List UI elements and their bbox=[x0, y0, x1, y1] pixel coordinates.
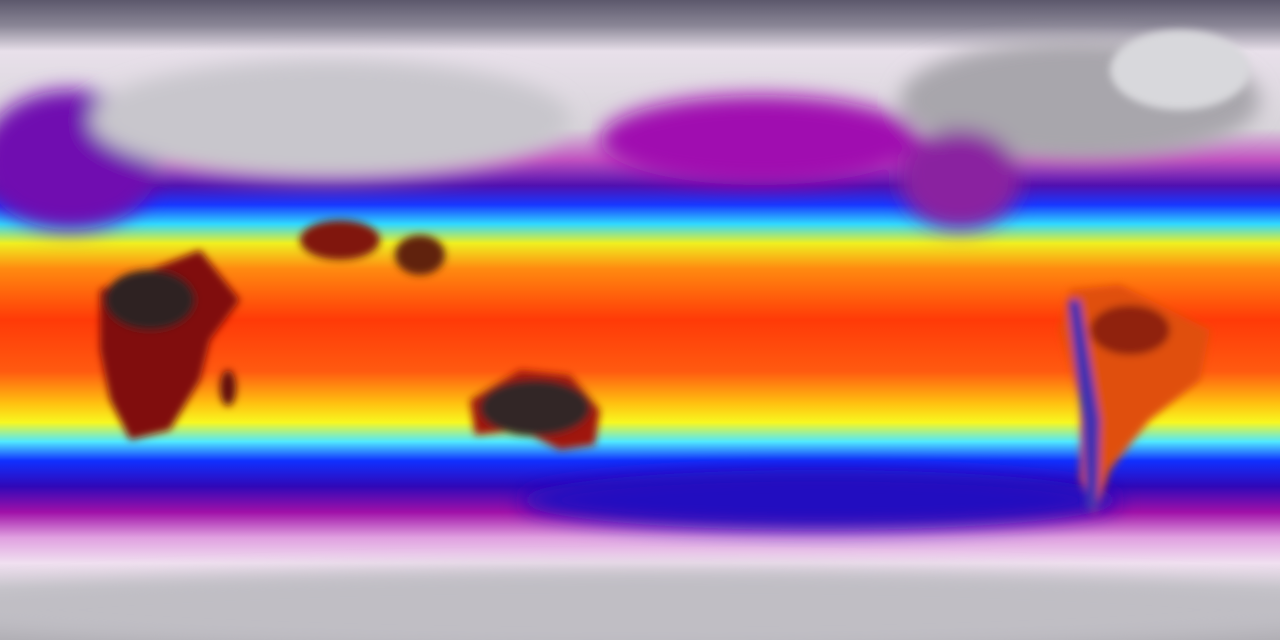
western-north-america-cold bbox=[900, 130, 1020, 230]
asia-land bbox=[90, 60, 570, 180]
south-ocean-blue-band bbox=[520, 470, 1120, 530]
southeast-asia-region bbox=[395, 235, 445, 275]
australia-hot-interior bbox=[480, 380, 590, 436]
greenland-ice bbox=[1110, 30, 1250, 110]
amazon-region bbox=[1090, 305, 1170, 355]
andes-cold-strip bbox=[1068, 300, 1100, 510]
antarctica-land bbox=[0, 570, 1280, 640]
madagascar bbox=[220, 370, 236, 406]
india-region bbox=[300, 220, 380, 260]
sahara-hot-region bbox=[105, 270, 195, 330]
north-pacific-cold-anomaly bbox=[600, 95, 920, 185]
